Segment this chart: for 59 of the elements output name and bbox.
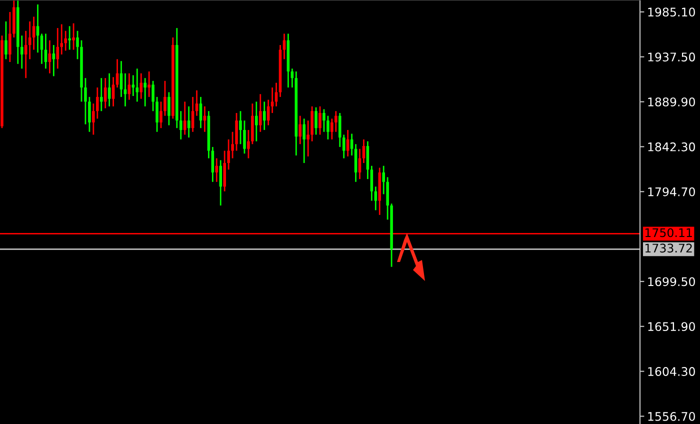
candlestick [168,92,170,126]
candlestick [374,186,378,211]
candlestick [255,100,258,142]
y-tick-label: 1842.30 [648,142,695,152]
candlestick [148,70,150,98]
candlestick [362,138,366,164]
candlestick [140,72,143,100]
candlestick [258,93,262,133]
candlestick [76,30,79,60]
candlestick [211,146,214,183]
candlestick [270,86,274,114]
candlestick [32,16,36,50]
y-tick-label: 1604.30 [648,367,695,376]
candlestick [112,76,115,108]
candlestick [318,106,322,136]
candlestick [164,80,166,117]
candlestick [152,80,154,112]
ref-line-label: 1733.72 [645,244,692,253]
candlestick [100,77,103,112]
candlestick [4,20,8,60]
candlestick [223,150,226,192]
candlestick [72,22,75,50]
candlestick [24,30,28,79]
candlestick [44,33,48,70]
candlestick [298,115,302,145]
candlestick [302,118,306,164]
candlestick [314,106,318,136]
candlestick [56,27,60,70]
y-tick-label: 1889.90 [648,97,695,106]
candlestick [160,100,162,129]
candlestick [350,133,354,156]
candlestick [243,120,246,154]
candlestick [132,74,135,97]
y-tick-label: 1937.50 [648,52,695,62]
y-tick-label: 1556.70 [648,412,695,421]
candlestick [108,72,111,108]
candlestick [326,115,330,140]
candlestick [183,100,186,136]
y-tick-label: 1651.90 [648,322,695,332]
candlestick [235,112,238,152]
candlestick [322,108,326,133]
y-tick-label: 1985.10 [648,8,695,17]
candlestick [262,100,266,131]
y-tick-label: 1794.70 [648,187,695,196]
candlestick [370,165,374,202]
candlestick [219,159,222,206]
candlestick [191,96,194,133]
candlestick [274,82,278,108]
candlestick [199,96,202,129]
ref-line-label: 1750.11 [645,228,692,238]
candlestick [239,110,242,145]
candlestick [334,110,338,133]
candlestick [156,96,158,133]
candlestick [96,86,99,120]
candlestick [36,4,40,54]
y-tick-label: 1699.50 [648,277,695,286]
candlestick [144,77,146,108]
candlestick [68,25,71,50]
candlestick [128,72,131,100]
